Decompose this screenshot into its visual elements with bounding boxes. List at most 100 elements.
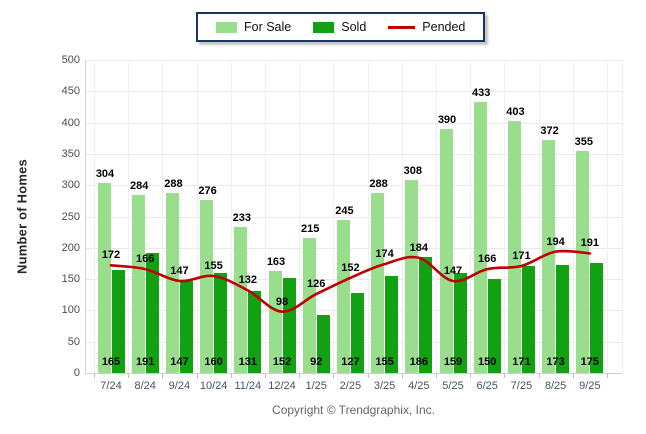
x-axis-tick <box>264 374 266 378</box>
gridline-v <box>435 60 437 373</box>
gridline-v <box>196 60 198 373</box>
sold-value-label: 127 <box>341 356 360 368</box>
x-tick-label: 8/25 <box>544 380 567 392</box>
x-axis-tick <box>572 374 574 378</box>
sold-value-label: 160 <box>204 356 223 368</box>
x-tick-label: 1/25 <box>305 380 327 392</box>
x-tick-label: 2/25 <box>339 380 362 392</box>
sold-value-label: 186 <box>409 356 428 368</box>
bar-for-sale <box>576 150 590 373</box>
bar-for-sale <box>234 227 248 373</box>
sold-value-label: 165 <box>101 356 121 368</box>
x-tick-label: 4/25 <box>408 380 430 392</box>
gridline-h <box>85 185 622 187</box>
bar-sold <box>590 263 604 373</box>
gridline-v <box>264 60 266 373</box>
pended-value-label: 152 <box>341 261 360 274</box>
x-tick-label: 10/24 <box>199 380 228 392</box>
gridline-h <box>85 247 622 249</box>
gridline-v <box>230 60 232 373</box>
x-axis-tick <box>367 374 369 378</box>
x-tick-label: 12/24 <box>268 380 296 392</box>
sold-value-label: 147 <box>170 356 189 368</box>
gridline-v <box>299 60 301 373</box>
sold-value-label: 92 <box>310 356 323 368</box>
bar-for-sale <box>542 140 556 373</box>
gridline-v <box>162 60 164 373</box>
x-axis-tick <box>504 374 506 378</box>
y-tick-label: 100 <box>61 304 80 317</box>
bar-for-sale <box>302 238 316 373</box>
pended-value-label: 147 <box>443 264 463 277</box>
sold-value-label: 171 <box>512 356 531 368</box>
gridline-v <box>367 60 369 373</box>
gridline-v <box>470 60 472 373</box>
x-tick-label: 5/25 <box>442 380 464 392</box>
x-tick-label: 7/24 <box>100 380 122 392</box>
pended-value-label: 155 <box>204 259 223 272</box>
bar-for-sale <box>371 192 385 373</box>
x-tick-label: 8/24 <box>134 380 156 392</box>
sold-value-label: 175 <box>580 356 599 368</box>
x-axis-tick <box>230 374 232 378</box>
y-tick-label: 500 <box>61 54 80 66</box>
pended-value-label: 166 <box>136 253 155 266</box>
x-axis-line <box>85 373 622 374</box>
x-tick-label: 9/24 <box>168 380 191 392</box>
y-tick-label: 250 <box>61 210 80 223</box>
gridline-h <box>85 60 622 61</box>
gridline-h <box>85 122 622 124</box>
for-sale-value-label: 372 <box>540 125 559 138</box>
for-sale-value-label: 215 <box>301 223 320 236</box>
for-sale-value-label: 355 <box>574 135 593 148</box>
pended-value-label: 166 <box>478 253 497 266</box>
gridline-h <box>85 153 622 155</box>
x-tick-label: 3/25 <box>373 380 396 392</box>
pended-line-swatch <box>388 25 416 29</box>
sold-value-label: 150 <box>478 356 497 368</box>
bar-for-sale <box>131 195 145 373</box>
pended-value-label: 172 <box>101 249 121 262</box>
pended-value-label: 132 <box>238 274 257 287</box>
pended-value-label: 191 <box>580 237 599 250</box>
gridline-v <box>401 60 403 373</box>
bar-for-sale <box>473 101 487 373</box>
for-sale-value-label: 284 <box>130 180 149 193</box>
for-sale-value-label: 304 <box>95 167 115 180</box>
legend-item-pended: Pended <box>388 20 465 34</box>
pended-value-label: 126 <box>307 278 326 291</box>
x-axis-tick <box>196 374 198 378</box>
for-sale-value-label: 390 <box>437 113 457 126</box>
gridline-v <box>128 60 130 373</box>
gridline-v <box>572 60 574 373</box>
for-sale-value-label: 288 <box>164 177 183 190</box>
legend-item-sold: Sold <box>313 20 366 34</box>
bar-for-sale <box>97 182 111 373</box>
gridline-v <box>538 60 540 373</box>
y-tick-label: 150 <box>61 273 80 286</box>
bar-for-sale <box>405 180 419 373</box>
pended-value-label: 184 <box>409 241 428 254</box>
legend-label-pended: Pended <box>422 20 466 34</box>
y-axis-line <box>85 60 86 373</box>
gridline-v <box>504 60 506 373</box>
y-tick-label: 200 <box>61 241 80 254</box>
for-sale-value-label: 276 <box>198 185 217 198</box>
gridline-v <box>93 60 95 373</box>
gridline-v <box>333 60 335 373</box>
sold-value-label: 191 <box>136 356 155 368</box>
bar-for-sale <box>507 120 521 373</box>
y-tick-label: 300 <box>61 179 80 192</box>
pended-value-label: 147 <box>170 264 189 277</box>
copyright-text: Copyright © Trendgraphix, Inc. <box>272 403 435 417</box>
x-axis-tick <box>333 374 335 378</box>
gridline-h <box>85 91 622 93</box>
gridline-v <box>622 60 623 373</box>
for-sale-value-label: 163 <box>266 255 286 268</box>
sold-value-label: 155 <box>375 356 394 368</box>
x-axis-tick <box>538 374 540 378</box>
pended-value-label: 194 <box>546 235 565 248</box>
for-sale-swatch <box>216 21 237 33</box>
